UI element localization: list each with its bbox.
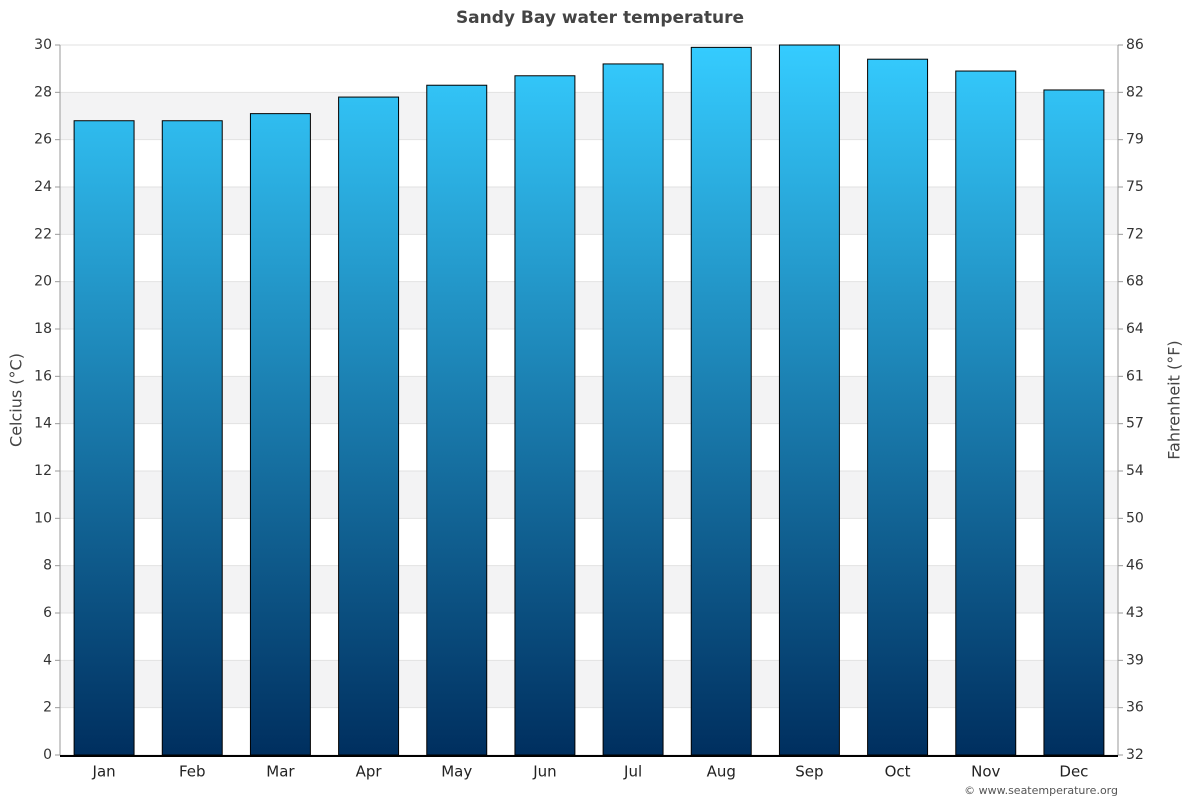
footer: © www.seatemperature.org (964, 784, 1118, 797)
y2-tick-label: 57 (1126, 416, 1144, 432)
y-tick-label: 20 (34, 274, 52, 290)
y-tick-label: 2 (43, 700, 52, 716)
y-tick-label: 8 (43, 558, 52, 574)
y2-tick-label: 43 (1126, 605, 1144, 621)
y2-tick-label: 54 (1126, 463, 1144, 479)
x-tick-label: Jul (623, 763, 642, 781)
y2-tick-label: 39 (1126, 652, 1144, 668)
y2-tick-label: 50 (1126, 510, 1144, 526)
grid-band (60, 187, 1118, 235)
x-tick-label: Aug (707, 763, 736, 781)
y2-tick-label: 46 (1126, 558, 1144, 574)
grid-band (60, 565, 1118, 613)
y-tick-label: 10 (34, 510, 52, 526)
y-tick-label: 24 (34, 179, 52, 195)
y2-tick-label: 36 (1126, 700, 1144, 716)
bar (514, 75, 576, 756)
bar (955, 70, 1017, 756)
y-tick-label: 12 (34, 463, 52, 479)
y-axis-title: Celcius (°C) (7, 353, 26, 447)
grid-band (60, 471, 1118, 519)
y-tick-label: 18 (34, 321, 52, 337)
grid-band (60, 92, 1118, 140)
grid-band (60, 660, 1118, 708)
x-tick-label: Feb (179, 763, 206, 781)
bar (1043, 89, 1105, 756)
y2-tick-label: 64 (1126, 321, 1144, 337)
y2-tick-label: 75 (1126, 179, 1144, 195)
x-tick-label: Mar (266, 763, 295, 781)
y-tick-label: 0 (43, 747, 52, 763)
y-tick-label: 28 (34, 84, 52, 100)
bar (778, 44, 840, 756)
bar (249, 113, 311, 756)
bar (867, 58, 929, 756)
bar (426, 84, 488, 756)
y-tick-label: 14 (34, 416, 52, 432)
y2-tick-label: 79 (1126, 132, 1144, 148)
x-tick-label: Oct (885, 763, 911, 781)
y2-axis-title: Fahrenheit (°F) (1165, 340, 1184, 459)
y2-tick-label: 68 (1126, 274, 1144, 290)
x-tick-label: May (441, 763, 472, 781)
bar (602, 63, 664, 756)
y-tick-label: 26 (34, 132, 52, 148)
y-tick-label: 6 (43, 605, 52, 621)
y-tick-label: 22 (34, 226, 52, 242)
y2-tick-label: 82 (1126, 84, 1144, 100)
y-tick-label: 4 (43, 652, 52, 668)
x-tick-label: Apr (356, 763, 383, 781)
y2-tick-label: 32 (1126, 747, 1144, 763)
y2-tick-label: 61 (1126, 368, 1144, 384)
x-tick-label: Sep (795, 763, 823, 781)
chart-title: Sandy Bay water temperature (456, 8, 744, 28)
x-tick-label: Dec (1059, 763, 1088, 781)
y2-tick-label: 86 (1126, 37, 1144, 53)
y-tick-label: 30 (34, 37, 52, 53)
x-tick-label: Jan (92, 763, 116, 781)
bar (690, 46, 752, 756)
x-tick-label: Jun (532, 763, 556, 781)
bar (161, 120, 223, 756)
y2-tick-label: 72 (1126, 226, 1144, 242)
grid-band (60, 376, 1118, 424)
y-tick-label: 16 (34, 368, 52, 384)
bar (73, 120, 135, 756)
grid-band (60, 281, 1118, 329)
bar (338, 96, 400, 756)
x-tick-label: Nov (971, 763, 1000, 781)
